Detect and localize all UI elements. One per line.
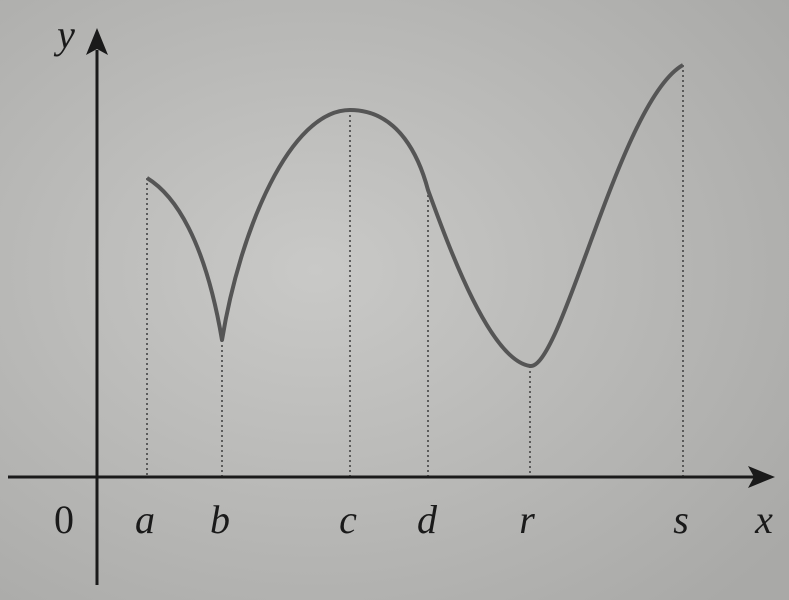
curve [145, 63, 685, 368]
x-arrow [748, 466, 775, 488]
guide-lines [146, 65, 684, 477]
y-arrow [86, 28, 108, 55]
point-label: s [673, 497, 689, 542]
x-label: x [754, 497, 773, 542]
point-label: a [135, 497, 155, 542]
point-label: r [519, 497, 535, 542]
point-label: c [339, 497, 357, 542]
y-label: y [53, 12, 75, 57]
point-label: d [417, 497, 438, 542]
origin-label: 0 [54, 497, 74, 542]
point-label: b [210, 497, 230, 542]
